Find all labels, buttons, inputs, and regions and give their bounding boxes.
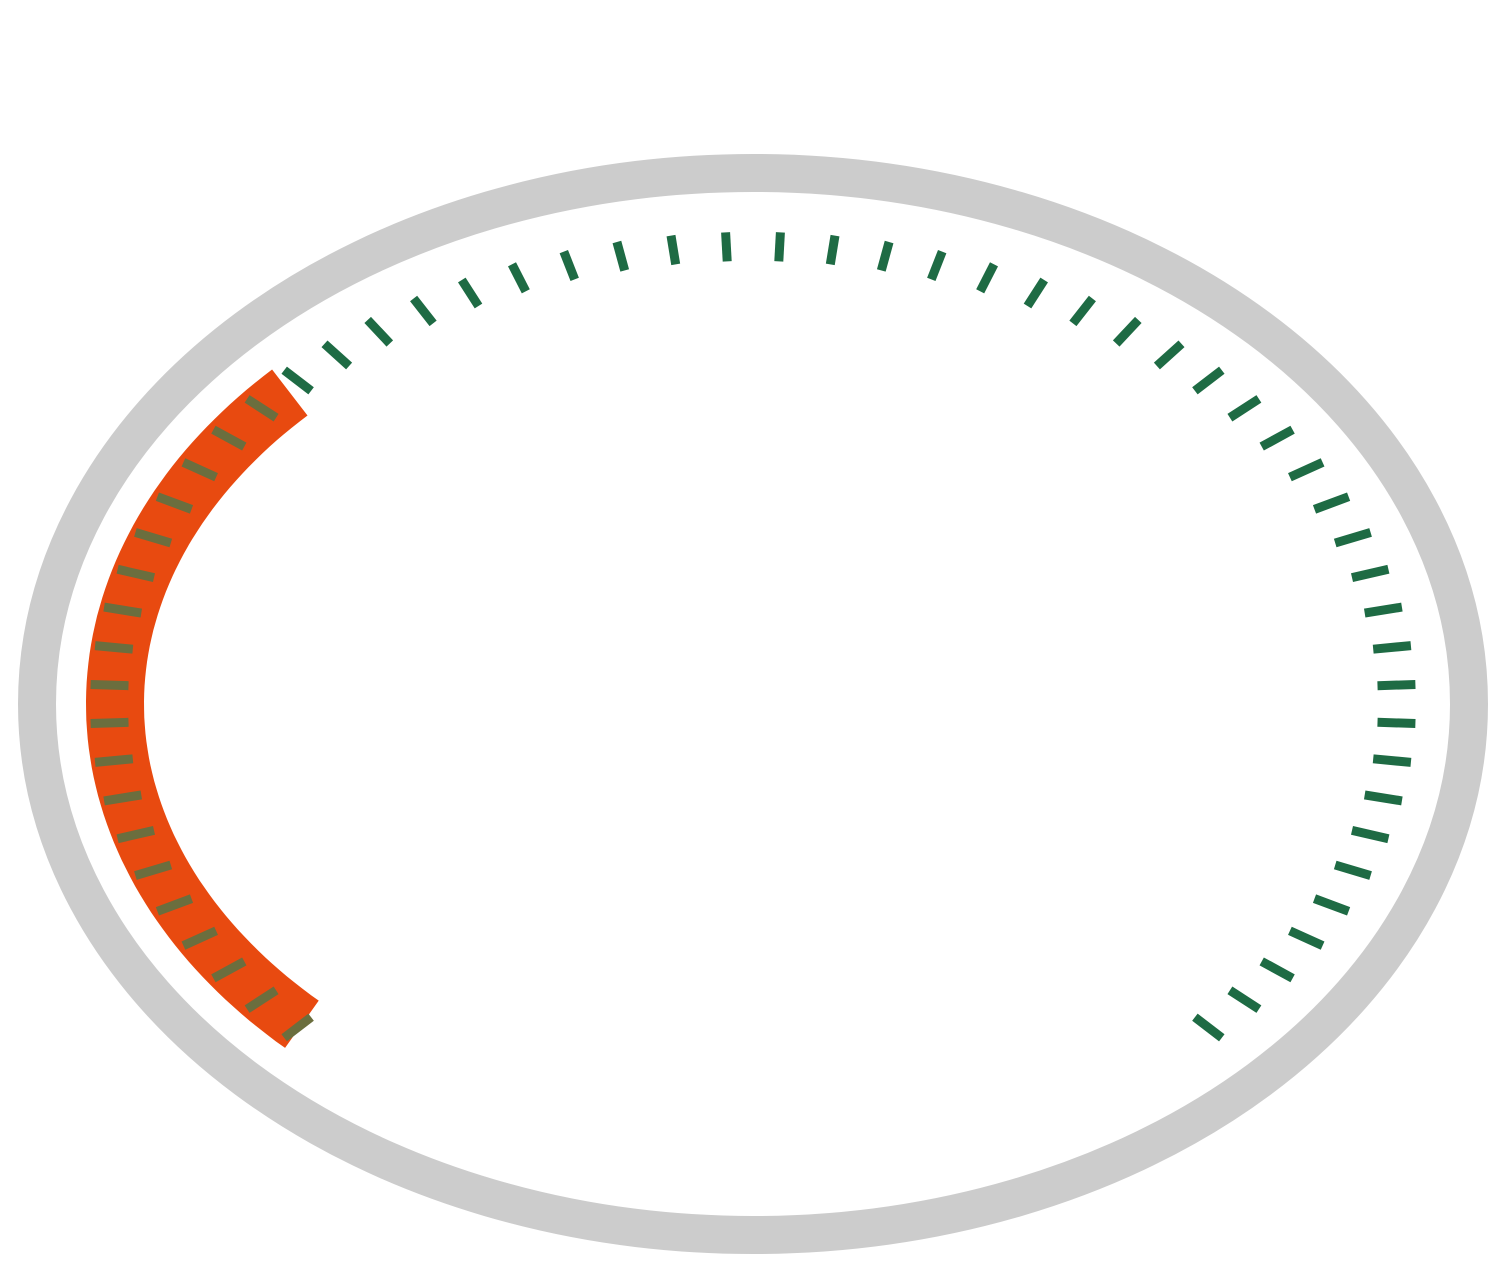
gauge-tick	[1372, 754, 1412, 767]
gauge-tick	[976, 262, 999, 294]
gauge-tick	[507, 262, 530, 294]
gauge-tick	[1153, 340, 1185, 370]
gauge-tick	[559, 249, 579, 282]
gauge-tick	[155, 492, 194, 514]
gauge-tick	[103, 602, 143, 618]
gauge-tick	[1363, 790, 1403, 806]
gauge-tick	[1192, 366, 1225, 395]
gauge-tick	[927, 249, 947, 282]
gauge-tick	[364, 316, 394, 347]
gauge-tick	[134, 860, 173, 880]
gauge-tick	[1333, 528, 1372, 548]
gauge-tick	[94, 754, 134, 767]
gauge-tick	[244, 395, 279, 422]
gauge-tick	[612, 240, 630, 272]
gauge-tick	[774, 232, 785, 262]
gauge-tick	[1227, 395, 1262, 422]
gauge-tick	[1372, 641, 1412, 654]
gauge-tick	[1333, 860, 1372, 880]
gauge-tick	[94, 641, 134, 654]
gauge-tick	[321, 340, 353, 370]
gauge-tick	[211, 425, 247, 451]
gauge-tick	[1259, 957, 1295, 983]
gauge-tick	[1259, 425, 1295, 451]
gauge-tick	[1350, 564, 1390, 582]
gauge-tick	[876, 240, 894, 272]
gauge-tick	[1192, 1013, 1225, 1042]
gauge-tick	[721, 232, 732, 262]
gauge-tick	[1377, 717, 1416, 728]
gauge-tick	[281, 366, 314, 395]
gauge-tick	[1312, 492, 1351, 514]
gauge-tick	[1069, 295, 1096, 327]
gauge-tick	[666, 234, 681, 266]
gauge-tick	[90, 717, 129, 728]
gauge-tick	[458, 277, 483, 309]
gauge-tick	[1227, 986, 1262, 1013]
gauge-ticks	[90, 232, 1416, 1042]
gauge-tick	[281, 1013, 314, 1042]
gauge-tick	[1023, 277, 1048, 309]
gauge-tick	[134, 528, 173, 548]
gauge-tick	[181, 458, 218, 482]
gauge-tick	[1312, 894, 1351, 916]
gauge-tick	[116, 826, 156, 844]
gauge-progress-arc	[85, 369, 319, 1048]
gauge-tick	[116, 564, 156, 582]
gauge-tick	[155, 894, 194, 916]
gauge-tick	[1112, 316, 1142, 347]
gauge-tick	[181, 926, 218, 950]
gauge-tick	[1288, 926, 1325, 950]
gauge-tick	[825, 234, 840, 266]
gauge-tick	[244, 986, 279, 1013]
gauge-tick	[90, 680, 129, 691]
gauge-tick	[211, 957, 247, 983]
gauge-outer-ring	[18, 154, 1488, 1254]
gauge-tick	[103, 790, 143, 806]
gauge-tick	[1363, 602, 1403, 618]
gauge-tick	[1350, 826, 1390, 844]
gauge-tick	[1377, 680, 1416, 691]
gauge-tick	[410, 295, 437, 327]
gauge-tick	[1288, 458, 1325, 482]
